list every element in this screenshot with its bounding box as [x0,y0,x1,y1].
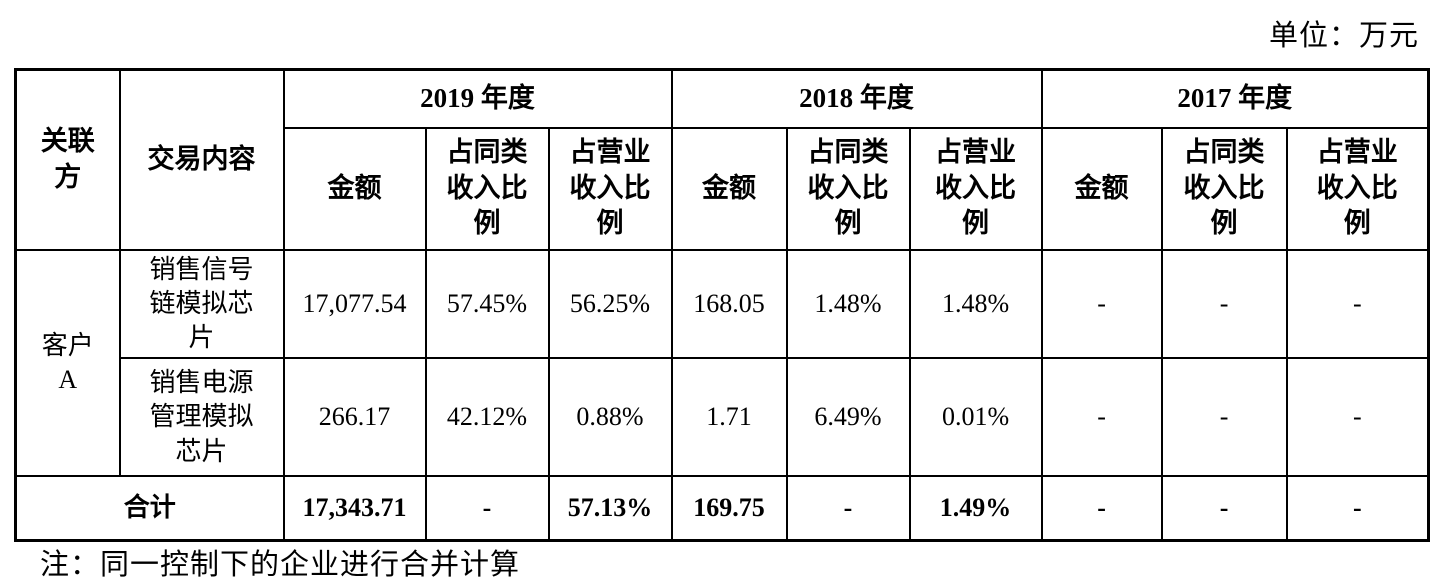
cell-2017-amount: - [1040,248,1163,360]
table-row-total: 合计 17,343.71 - 57.13% 169.75 - 1.49% - -… [14,475,1430,542]
cell-total-2017-operating-ratio: - [1285,475,1430,542]
header-year-2018: 2018 年度 [670,68,1043,129]
cell-2018-amount: 168.05 [670,248,788,360]
header-2019-amount: 金额 [282,126,427,251]
cell-2019-amount: 17,077.54 [282,248,427,360]
footnote: 注：同一控制下的企业进行合并计算 [40,549,521,581]
cell-total-2018-amount: 169.75 [670,475,788,542]
cell-total-2019-same-type-ratio: - [424,475,550,542]
cell-total-2018-operating-ratio: 1.49% [908,475,1043,542]
cell-2017-operating-ratio: - [1285,357,1430,478]
header-year-2019: 2019 年度 [282,68,673,129]
cell-2019-same-type-ratio: 57.45% [424,248,550,360]
cell-2017-same-type-ratio: - [1160,248,1288,360]
cell-2018-same-type-ratio: 1.48% [785,248,911,360]
cell-total-2018-same-type-ratio: - [785,475,911,542]
header-year-2017: 2017 年度 [1040,68,1430,129]
cell-content-power-management: 销售电源 管理模拟 芯片 [118,357,285,478]
cell-2017-amount: - [1040,357,1163,478]
cell-2019-operating-ratio: 0.88% [547,357,673,478]
cell-total-2017-amount: - [1040,475,1163,542]
table-row-power-management: 销售电源 管理模拟 芯片 266.17 42.12% 0.88% 1.71 6.… [16,357,1430,478]
cell-2018-amount: 1.71 [670,357,788,478]
cell-total-2019-amount: 17,343.71 [282,475,427,542]
unit-label: 单位：万元 [1268,20,1419,52]
cell-2019-operating-ratio: 56.25% [547,248,673,360]
cell-content-signal-chain: 销售信号 链模拟芯 片 [118,248,285,360]
header-2019-operating-ratio: 占营业 收入比 例 [547,126,673,251]
header-2017-same-type-ratio: 占同类 收入比 例 [1160,126,1288,251]
cell-2019-same-type-ratio: 42.12% [424,357,550,478]
cell-total-2017-same-type-ratio: - [1160,475,1288,542]
cell-2018-operating-ratio: 1.48% [908,248,1043,360]
header-transaction-content: 交易内容 [118,68,285,251]
table-row-sub-headers: 金额 占同类 收入比 例 占营业 收入比 例 金额 占同类 收入比 例 占营业 … [16,126,1430,251]
header-2017-amount: 金额 [1040,126,1163,251]
cell-total-2019-operating-ratio: 57.13% [547,475,673,542]
cell-2018-same-type-ratio: 6.49% [785,357,911,478]
cell-2017-operating-ratio: - [1285,248,1430,360]
related-party-transactions-table: 关联 方 交易内容 2019 年度 2018 年度 2017 年度 金额 占同类… [14,68,1431,542]
header-2018-operating-ratio: 占营业 收入比 例 [908,126,1043,251]
cell-total-label: 合计 [14,475,285,542]
header-related-party: 关联 方 [14,68,121,251]
header-2017-operating-ratio: 占营业 收入比 例 [1285,126,1430,251]
cell-related-party-customer-a: 客户 A [14,248,121,478]
header-2019-same-type-ratio: 占同类 收入比 例 [424,126,550,251]
cell-2017-same-type-ratio: - [1160,357,1288,478]
table-row-signal-chain: 客户 A 销售信号 链模拟芯 片 17,077.54 57.45% 56.25%… [14,248,1430,478]
cell-2019-amount: 266.17 [282,357,427,478]
cell-2018-operating-ratio: 0.01% [908,357,1043,478]
header-2018-same-type-ratio: 占同类 收入比 例 [785,126,911,251]
table-row-year-headers: 关联 方 交易内容 2019 年度 2018 年度 2017 年度 [14,68,1430,251]
header-2018-amount: 金额 [670,126,788,251]
